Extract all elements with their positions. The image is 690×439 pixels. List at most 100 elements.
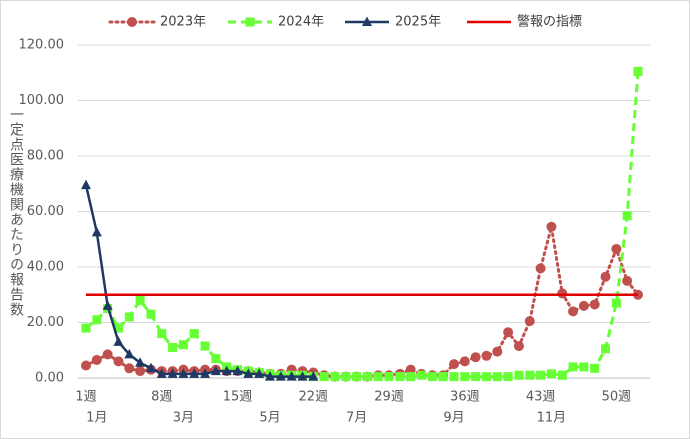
point-marker <box>459 356 470 367</box>
x-tick-label: 29週 <box>374 390 404 405</box>
point-marker <box>633 66 643 76</box>
legend-marker <box>245 17 255 27</box>
point-marker <box>221 365 232 376</box>
point-marker <box>135 295 145 305</box>
point-marker <box>319 372 329 382</box>
point-marker <box>81 179 91 190</box>
point-marker <box>622 211 632 221</box>
point-marker <box>275 371 286 381</box>
point-marker <box>308 371 319 381</box>
point-marker <box>102 300 113 310</box>
series-line <box>85 71 640 379</box>
point-marker <box>102 349 113 360</box>
point-marker <box>200 341 210 351</box>
y-tick-label: 0.00 <box>35 371 64 386</box>
point-marker <box>373 372 383 382</box>
legend-label: 2025年 <box>395 15 441 30</box>
x-tick-label: 36週 <box>450 390 480 405</box>
y-tick-label: 80.00 <box>27 149 64 164</box>
point-marker <box>91 354 102 365</box>
point-marker <box>145 362 156 373</box>
point-marker <box>568 306 579 317</box>
point-marker <box>124 312 134 322</box>
y-tick-label: 60.00 <box>27 204 64 219</box>
point-marker <box>471 372 481 382</box>
point-marker <box>503 327 514 338</box>
point-marker <box>536 370 546 380</box>
point-marker <box>589 299 600 310</box>
x-month-label: 3月 <box>173 411 194 426</box>
legend-marker <box>362 16 372 26</box>
point-marker <box>600 271 611 282</box>
point-marker <box>362 372 372 382</box>
x-tick-label: 1週 <box>75 390 96 405</box>
point-marker <box>384 372 394 382</box>
x-month-label: 7月 <box>346 411 367 426</box>
point-marker <box>265 371 275 381</box>
point-marker <box>178 340 188 350</box>
x-month-label: 5月 <box>259 411 280 426</box>
point-marker <box>492 372 502 382</box>
point-marker <box>189 368 200 378</box>
point-marker <box>81 323 91 333</box>
point-marker <box>578 300 589 311</box>
point-marker <box>189 329 199 339</box>
point-marker <box>254 368 265 378</box>
x-tick-label: 15週 <box>223 390 253 405</box>
point-marker <box>395 372 405 382</box>
point-marker <box>286 371 297 381</box>
point-marker <box>481 372 491 382</box>
point-marker <box>568 362 578 372</box>
y-tick-label: 120.00 <box>19 38 65 53</box>
point-marker <box>438 372 448 382</box>
legend-label: 2023年 <box>160 15 206 30</box>
point-marker <box>211 354 221 364</box>
point-marker <box>449 372 459 382</box>
point-marker <box>557 288 568 299</box>
point-marker <box>92 315 102 325</box>
point-marker <box>546 221 557 232</box>
point-marker <box>200 368 211 378</box>
point-marker <box>341 372 351 382</box>
x-month-label: 1月 <box>86 411 107 426</box>
point-marker <box>178 368 189 378</box>
point-marker <box>470 352 481 363</box>
x-month-label: 9月 <box>443 411 464 426</box>
point-marker <box>611 243 622 254</box>
point-marker <box>352 372 362 382</box>
point-marker <box>481 350 492 361</box>
legend-label: 2024年 <box>278 15 324 30</box>
point-marker <box>330 372 340 382</box>
point-marker <box>601 344 611 354</box>
point-marker <box>590 363 600 373</box>
point-marker <box>146 309 156 319</box>
point-marker <box>91 226 102 237</box>
legend-marker <box>127 17 137 27</box>
point-marker <box>622 275 633 286</box>
x-tick-label: 50週 <box>602 390 632 405</box>
point-marker <box>546 369 556 379</box>
point-marker <box>514 370 524 380</box>
point-marker <box>168 342 178 352</box>
point-marker <box>417 370 427 380</box>
point-marker <box>557 370 567 380</box>
y-tick-label: 100.00 <box>19 93 65 108</box>
point-marker <box>535 263 546 274</box>
point-marker <box>427 372 437 382</box>
point-marker <box>460 372 470 382</box>
y-tick-label: 20.00 <box>27 315 64 330</box>
legend-label: 警報の指標 <box>517 14 582 30</box>
point-marker <box>406 372 416 382</box>
point-marker <box>135 366 146 377</box>
point-marker <box>611 298 621 308</box>
point-marker <box>503 372 513 382</box>
point-marker <box>210 365 221 376</box>
point-marker <box>113 323 123 333</box>
point-marker <box>513 341 524 352</box>
point-marker <box>124 348 135 359</box>
point-marker <box>113 356 124 367</box>
point-marker <box>243 368 254 378</box>
point-marker <box>449 359 459 370</box>
y-axis-title: 一定点医療機関あたりの報告数 <box>8 107 24 317</box>
